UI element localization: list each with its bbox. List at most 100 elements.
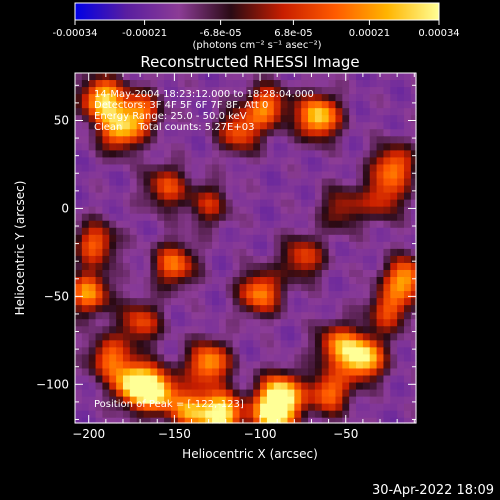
heatmap-cell <box>410 396 417 405</box>
heatmap-cell <box>404 185 412 194</box>
heatmap-cell <box>218 234 227 243</box>
heatmap-cell <box>88 410 97 419</box>
heatmap-cell <box>246 312 254 320</box>
heatmap-cell <box>308 115 316 123</box>
heatmap-cell <box>116 94 124 102</box>
heatmap-cell <box>287 199 295 208</box>
x-axis: −200 −150 −100 −50 <box>72 73 415 441</box>
heatmap-cell <box>369 291 378 299</box>
heatmap-cell <box>150 73 158 81</box>
heatmap-cell <box>102 136 110 144</box>
heatmap-cell <box>342 333 350 341</box>
heatmap-cell <box>205 122 213 130</box>
heatmap-cell <box>88 220 97 229</box>
heatmap-cell <box>164 291 172 299</box>
heatmap-cell <box>404 417 412 424</box>
heatmap-cell <box>390 171 398 180</box>
heatmap-cell <box>349 157 357 166</box>
heatmap-cell <box>109 248 117 257</box>
heatmap-cell <box>246 171 254 180</box>
heatmap-cell <box>410 340 417 348</box>
heatmap-cell <box>225 178 234 187</box>
heatmap-cell <box>287 87 295 95</box>
heatmap-cell <box>356 178 364 187</box>
heatmap-cell <box>205 150 213 159</box>
heatmap-cell <box>177 248 186 257</box>
heatmap-cell <box>287 255 295 264</box>
heatmap-cell <box>335 234 343 243</box>
heatmap-cell <box>335 255 343 264</box>
heatmap-cell <box>308 164 316 173</box>
heatmap-cell <box>301 136 309 144</box>
heatmap-cell <box>75 108 83 116</box>
heatmap-cell <box>266 129 275 137</box>
heatmap-cell <box>266 312 275 320</box>
heatmap-cell <box>260 143 268 151</box>
heatmap-cell <box>308 277 316 285</box>
heatmap-cell <box>308 361 316 370</box>
heatmap-cell <box>273 389 282 398</box>
heatmap-cell <box>356 129 364 137</box>
heatmap-cell <box>314 80 323 88</box>
heatmap-cell <box>253 248 261 257</box>
heatmap-cell <box>335 410 343 419</box>
heatmap-cell <box>280 305 289 313</box>
heatmap-cell <box>362 277 371 285</box>
heatmap-cell <box>109 115 117 123</box>
heatmap-cell <box>143 178 151 187</box>
heatmap-cell <box>136 150 145 159</box>
heatmap-cell <box>81 319 90 327</box>
heatmap-cell <box>246 368 254 377</box>
heatmap-cell <box>218 213 227 222</box>
heatmap-cell <box>397 361 405 370</box>
heatmap-cell <box>177 115 186 123</box>
heatmap-cell <box>280 284 289 292</box>
heatmap-cell <box>81 234 90 243</box>
heatmap-cell <box>198 248 206 257</box>
heatmap-cell <box>410 241 417 250</box>
heatmap-cell <box>390 143 398 151</box>
heatmap-cell <box>410 298 417 306</box>
heatmap-cell <box>122 298 131 306</box>
heatmap-cell <box>164 227 172 236</box>
heatmap-cell <box>198 382 206 391</box>
heatmap-cell <box>376 87 385 95</box>
heatmap-cell <box>129 291 138 299</box>
heatmap-cell <box>109 389 117 398</box>
heatmap-cell <box>232 192 241 201</box>
heatmap-cell <box>253 136 261 144</box>
heatmap-cell <box>184 87 193 95</box>
heatmap-cell <box>335 382 343 391</box>
heatmap-cell <box>75 206 83 215</box>
heatmap-cell <box>225 389 234 398</box>
heatmap-cell <box>253 403 261 412</box>
heatmap-cell <box>136 94 145 102</box>
heatmap-cell <box>362 410 371 419</box>
heatmap-cell <box>349 73 357 81</box>
heatmap-cell <box>239 150 247 159</box>
heatmap-cell <box>335 150 343 159</box>
heatmap-cell <box>191 354 199 363</box>
heatmap-cell <box>246 389 254 398</box>
heatmap-cell <box>81 298 90 306</box>
heatmap-cell <box>170 101 179 109</box>
heatmap-cell <box>170 136 179 144</box>
heatmap-cell <box>266 213 275 222</box>
heatmap-cell <box>273 101 282 109</box>
heatmap-cell <box>143 171 151 180</box>
heatmap-cell <box>191 417 199 424</box>
heatmap-cell <box>136 340 145 348</box>
heatmap-cell <box>218 389 227 398</box>
heatmap-cell <box>328 284 337 292</box>
heatmap-cell <box>280 157 289 166</box>
heatmap-cell <box>218 101 227 109</box>
heatmap-cell <box>205 403 213 412</box>
heatmap-cell <box>95 185 104 194</box>
heatmap-cell <box>328 213 337 222</box>
heatmap-cell <box>321 255 330 264</box>
heatmap-cell <box>143 227 151 236</box>
heatmap-cell <box>232 326 241 334</box>
heatmap-cell <box>81 178 90 187</box>
heatmap-cell <box>294 136 302 144</box>
heatmap-cell <box>164 319 172 327</box>
